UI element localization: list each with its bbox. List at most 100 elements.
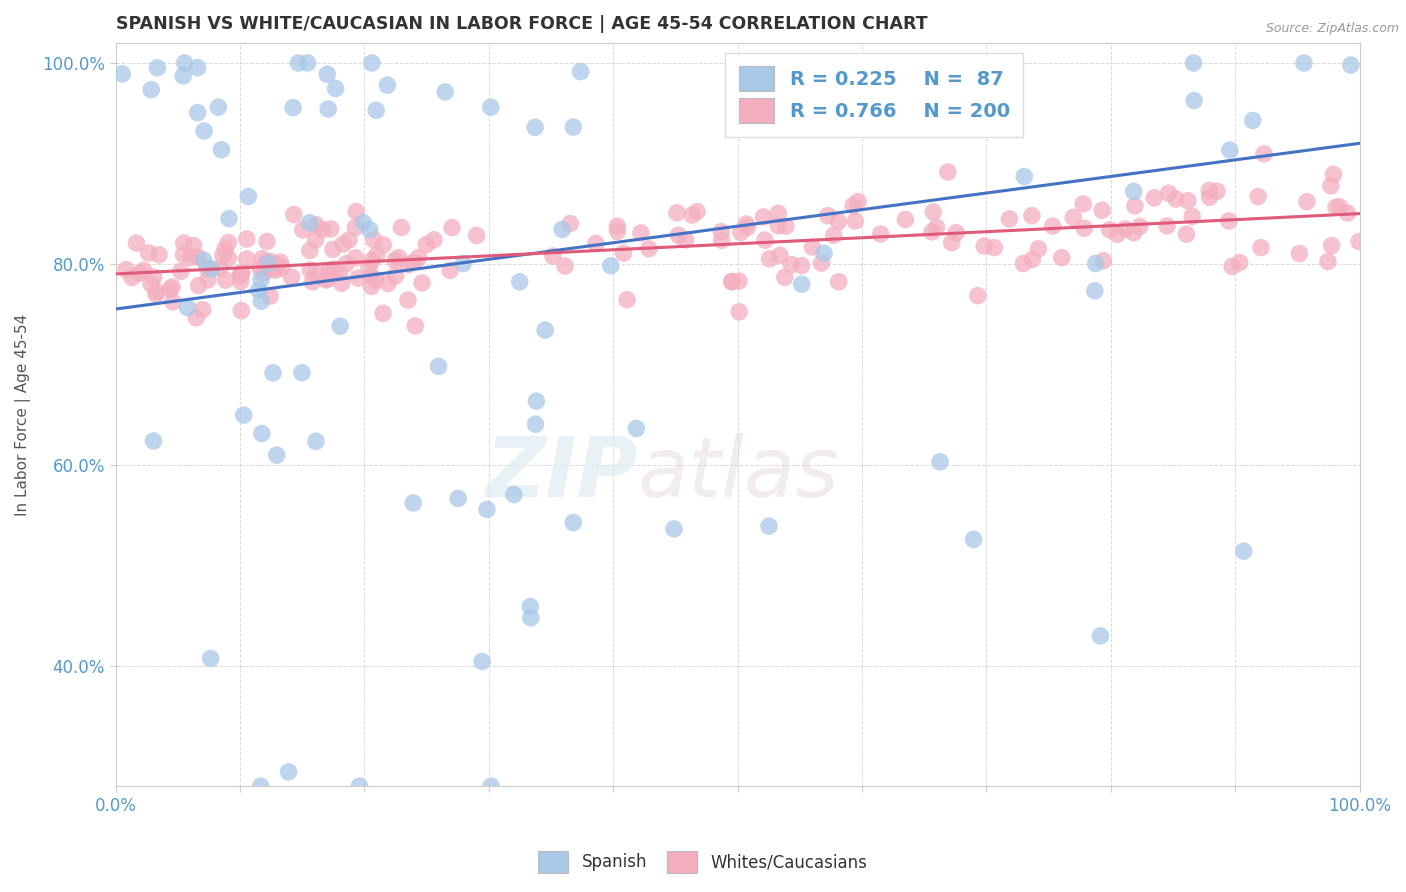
Point: [1107, 227, 1129, 242]
Point: [201, 262, 224, 277]
Point: [391, 220, 413, 235]
Point: [318, 264, 340, 278]
Point: [1092, 253, 1115, 268]
Point: [925, 220, 948, 235]
Point: [665, 206, 688, 220]
Point: [197, 273, 219, 287]
Point: [160, 280, 183, 294]
Point: [520, 611, 543, 625]
Point: [733, 56, 755, 70]
Point: [941, 235, 963, 250]
Point: [1348, 235, 1371, 249]
Point: [728, 274, 751, 288]
Point: [253, 266, 276, 280]
Point: [754, 101, 776, 115]
Point: [1288, 246, 1310, 260]
Point: [1122, 185, 1144, 199]
Point: [349, 779, 371, 793]
Point: [357, 260, 380, 275]
Point: [337, 233, 360, 247]
Point: [191, 302, 214, 317]
Point: [256, 235, 278, 249]
Point: [142, 434, 165, 448]
Point: [193, 124, 215, 138]
Point: [752, 210, 775, 224]
Point: [434, 85, 457, 99]
Point: [844, 214, 866, 228]
Point: [1098, 223, 1121, 237]
Point: [626, 421, 648, 435]
Point: [790, 277, 813, 292]
Point: [447, 491, 470, 506]
Point: [560, 217, 582, 231]
Point: [1247, 189, 1270, 203]
Point: [780, 258, 803, 272]
Point: [569, 64, 592, 78]
Point: [231, 267, 253, 281]
Point: [305, 266, 328, 280]
Point: [769, 248, 792, 262]
Point: [257, 260, 280, 275]
Point: [1071, 197, 1094, 211]
Point: [208, 260, 231, 275]
Point: [229, 269, 252, 284]
Point: [551, 222, 574, 236]
Point: [1198, 183, 1220, 197]
Point: [125, 236, 148, 251]
Point: [828, 275, 851, 289]
Point: [250, 426, 273, 441]
Point: [254, 254, 277, 268]
Point: [1143, 191, 1166, 205]
Point: [214, 242, 236, 256]
Point: [1182, 94, 1205, 108]
Point: [398, 258, 420, 272]
Point: [323, 262, 346, 277]
Point: [554, 259, 576, 273]
Point: [291, 223, 314, 237]
Point: [846, 194, 869, 209]
Point: [728, 305, 751, 319]
Point: [823, 228, 845, 243]
Point: [281, 101, 304, 115]
Point: [562, 516, 585, 530]
Point: [249, 262, 271, 277]
Point: [1336, 206, 1358, 220]
Point: [396, 293, 419, 307]
Point: [298, 216, 321, 230]
Point: [319, 222, 342, 236]
Point: [668, 228, 690, 243]
Point: [214, 273, 236, 287]
Point: [330, 276, 353, 290]
Point: [207, 100, 229, 114]
Point: [524, 120, 547, 135]
Point: [271, 261, 294, 276]
Point: [479, 100, 502, 114]
Point: [121, 270, 143, 285]
Point: [1177, 194, 1199, 208]
Point: [148, 248, 170, 262]
Point: [377, 277, 399, 291]
Point: [139, 277, 162, 291]
Point: [1340, 58, 1362, 72]
Point: [200, 651, 222, 665]
Point: [384, 268, 406, 283]
Point: [1329, 200, 1351, 214]
Point: [411, 276, 433, 290]
Point: [758, 519, 780, 533]
Point: [630, 226, 652, 240]
Point: [475, 502, 498, 516]
Point: [360, 279, 382, 293]
Point: [1181, 210, 1204, 224]
Point: [145, 285, 167, 299]
Point: [344, 220, 367, 235]
Point: [638, 242, 661, 256]
Point: [1042, 219, 1064, 233]
Point: [179, 251, 201, 265]
Point: [128, 266, 150, 280]
Point: [305, 434, 328, 449]
Point: [415, 237, 437, 252]
Point: [344, 251, 367, 265]
Point: [211, 143, 233, 157]
Point: [141, 83, 163, 97]
Point: [439, 263, 461, 277]
